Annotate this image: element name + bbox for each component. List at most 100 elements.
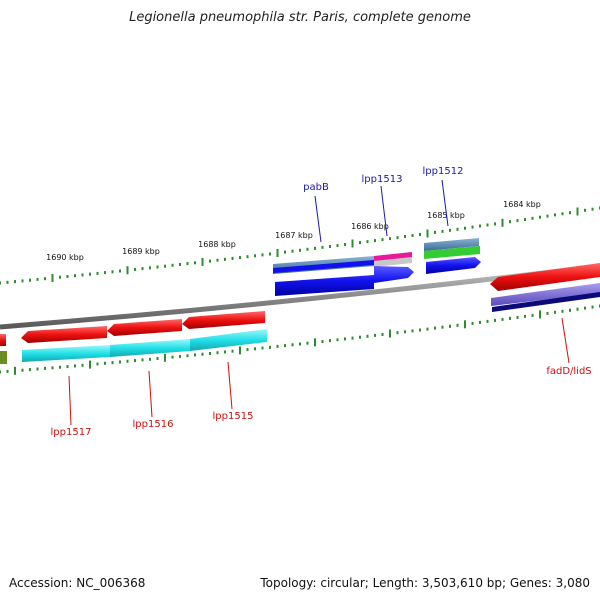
label-lpp1513[interactable]: lpp1513 <box>362 174 403 185</box>
lower-ring-minor-tick <box>411 329 414 333</box>
upper-ring-minor-tick <box>449 228 451 232</box>
gene-lpp1517[interactable] <box>22 345 110 362</box>
leader-lpp1517 <box>68 375 72 426</box>
gene-fadD-lidS[interactable] <box>491 283 600 306</box>
upper-ring-minor-tick <box>531 216 534 220</box>
upper-ring-minor-tick <box>329 245 331 248</box>
upper-ring-minor-tick <box>261 253 264 257</box>
upper-ring-minor-tick <box>194 261 196 265</box>
leader-lpp1512 <box>441 179 449 227</box>
lower-ring-minor-tick <box>351 336 354 340</box>
label-fadD-lidS[interactable]: fadD/lidS <box>546 366 591 377</box>
upper-ring-minor-tick <box>246 255 249 259</box>
arrow-fadD-lidS[interactable] <box>490 263 600 291</box>
lower-ring-major-tick <box>389 329 391 338</box>
upper-ring-minor-tick <box>381 238 384 242</box>
upper-ring-minor-tick <box>561 212 564 216</box>
gene-pabB-cds[interactable] <box>273 260 374 273</box>
upper-ring-minor-tick <box>111 270 114 274</box>
upper-ring-minor-tick <box>216 258 219 262</box>
lower-ring-minor-tick <box>584 306 586 310</box>
upper-ring-minor-tick <box>14 280 16 284</box>
lower-ring-minor-tick <box>6 369 9 373</box>
lower-ring-minor-tick <box>44 366 46 370</box>
reverse-genes <box>0 263 600 364</box>
label-lpp1515[interactable]: lpp1515 <box>213 411 254 422</box>
upper-ring-minor-tick <box>419 233 421 236</box>
lower-ring-minor-tick <box>59 365 61 369</box>
upper-ring-major-tick <box>51 274 54 282</box>
lower-ring-minor-tick <box>494 318 496 322</box>
lower-ring-minor-tick <box>104 361 106 365</box>
lower-ring-minor-tick <box>456 323 459 327</box>
lower-ring-minor-tick <box>524 314 526 318</box>
lower-ring-minor-tick <box>66 365 69 369</box>
lower-ring-minor-tick <box>29 368 31 372</box>
label-pabB[interactable]: pabB <box>303 182 329 193</box>
lower-ring-major-tick <box>164 353 166 362</box>
lower-ring-minor-tick <box>261 346 264 350</box>
upper-ring-minor-tick <box>306 247 309 251</box>
gene-lpp1512-cds[interactable] <box>424 246 480 259</box>
upper-ring-minor-tick <box>591 207 594 211</box>
lower-ring-minor-tick <box>471 321 474 325</box>
arrow-lpp1515[interactable] <box>182 311 265 329</box>
label-lpp1512[interactable]: lpp1512 <box>423 166 464 177</box>
lower-ring-major-tick <box>539 310 541 319</box>
upper-ring-minor-tick <box>239 256 241 260</box>
upper-ring-minor-tick <box>284 250 286 254</box>
lower-ring-minor-tick <box>216 351 219 355</box>
lower-ring-minor-tick <box>306 341 309 345</box>
lower-ring-minor-tick <box>179 354 181 358</box>
arrow-pabB[interactable] <box>275 266 414 296</box>
upper-ring-minor-tick <box>134 267 136 271</box>
lower-ring-minor-tick <box>404 330 406 334</box>
lower-ring-minor-tick <box>479 320 481 324</box>
arrow-left-edge[interactable] <box>0 334 6 346</box>
upper-ring-minor-tick <box>494 222 496 226</box>
lower-ring-minor-tick <box>591 305 594 309</box>
upper-ring-minor-tick <box>299 248 301 252</box>
leader-lpp1513 <box>380 185 388 237</box>
lower-ring-minor-tick <box>531 313 534 317</box>
arrow-lpp1516[interactable] <box>107 319 182 336</box>
upper-ring-major-tick <box>276 249 279 257</box>
arrow-lpp1517[interactable] <box>21 326 107 343</box>
lower-ring-minor-tick <box>329 339 331 343</box>
upper-ring-minor-tick <box>516 219 519 223</box>
scale-label-1684: 1684 kbp <box>503 200 541 209</box>
upper-ring-major-tick <box>501 218 504 227</box>
scale-label-1685: 1685 kbp <box>427 211 465 220</box>
lower-ring-minor-tick <box>269 345 271 349</box>
lower-ring-minor-tick <box>111 361 114 365</box>
scale-label-1687: 1687 kbp <box>275 231 313 240</box>
upper-ring-minor-tick <box>231 256 234 260</box>
upper-ring-minor-tick <box>104 271 106 275</box>
scale-label-1686: 1686 kbp <box>351 222 389 231</box>
label-lpp1517[interactable]: lpp1517 <box>51 427 92 438</box>
label-lpp1516[interactable]: lpp1516 <box>133 419 174 430</box>
lower-ring-minor-tick <box>96 362 99 366</box>
upper-ring-minor-tick <box>0 281 1 285</box>
gene-left-edge-olive[interactable] <box>0 351 7 364</box>
lower-ring-minor-tick <box>561 309 564 313</box>
lower-ring-minor-tick <box>509 316 511 320</box>
upper-ring-minor-tick <box>254 254 256 258</box>
scale-labels: 1690 kbp 1689 kbp 1688 kbp 1687 kbp 1686… <box>46 200 541 262</box>
gene-lpp1513[interactable] <box>374 252 412 262</box>
upper-ring-minor-tick <box>209 259 211 263</box>
gene-lpp1515[interactable] <box>190 329 267 351</box>
gene-fadD-lidS-cds[interactable] <box>492 292 600 312</box>
upper-ring-minor-tick <box>44 277 46 281</box>
gene-lpp1513-cds[interactable] <box>374 257 412 267</box>
upper-ring-minor-tick <box>59 275 61 279</box>
upper-ring-minor-tick <box>156 265 159 269</box>
arrow-lpp1512[interactable] <box>426 257 481 274</box>
lower-ring-minor-tick <box>254 347 256 351</box>
upper-ring-minor-tick <box>21 279 24 283</box>
leader-fadD-lidS <box>561 317 570 364</box>
gene-lpp1512[interactable] <box>424 238 479 251</box>
lower-ring-minor-tick <box>381 333 384 336</box>
gene-lpp1516[interactable] <box>110 339 190 357</box>
